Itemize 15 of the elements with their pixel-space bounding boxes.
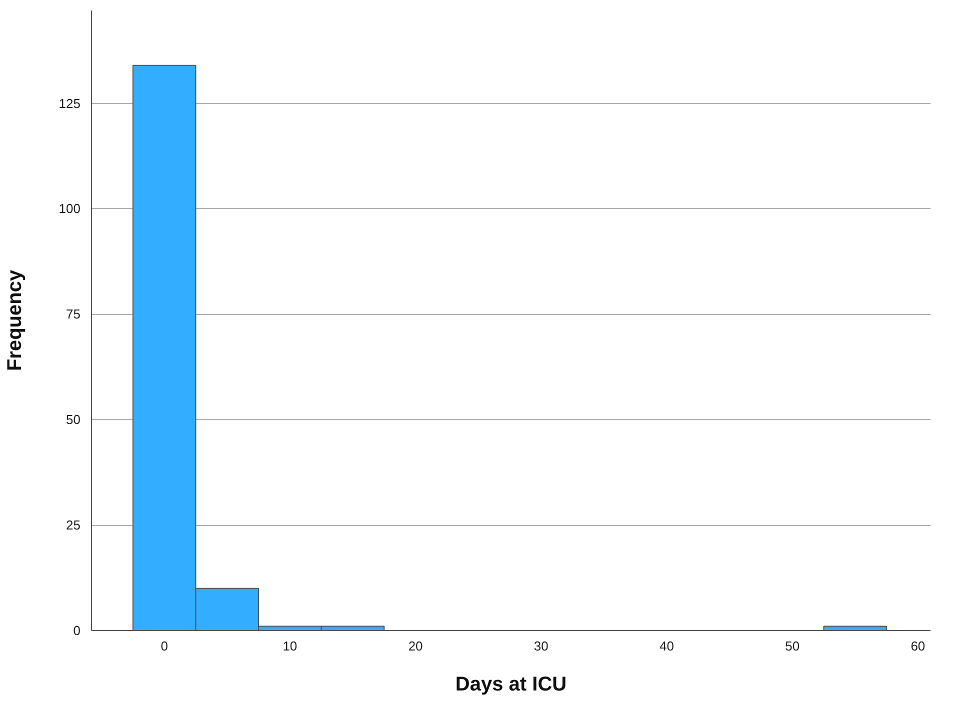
x-tick-label: 50 (785, 638, 800, 654)
y-tick-label: 125 (58, 96, 81, 111)
x-tick-label: 40 (660, 638, 674, 654)
y-tick-label: 75 (66, 306, 81, 322)
y-tick-label: 50 (66, 412, 81, 428)
y-tick-label: 0 (73, 623, 81, 638)
y-tick-label: 100 (58, 201, 81, 216)
y-axis-title: Frequency (4, 269, 26, 372)
x-tick-label: 0 (160, 638, 168, 654)
x-tick-label: 60 (910, 638, 926, 654)
x-tick-label: 20 (408, 638, 423, 654)
x-tick-label: 10 (282, 638, 298, 654)
y-tick-label: 25 (66, 518, 81, 533)
x-axis-title: Days at ICU (455, 674, 567, 696)
x-tick-label: 30 (534, 638, 548, 654)
